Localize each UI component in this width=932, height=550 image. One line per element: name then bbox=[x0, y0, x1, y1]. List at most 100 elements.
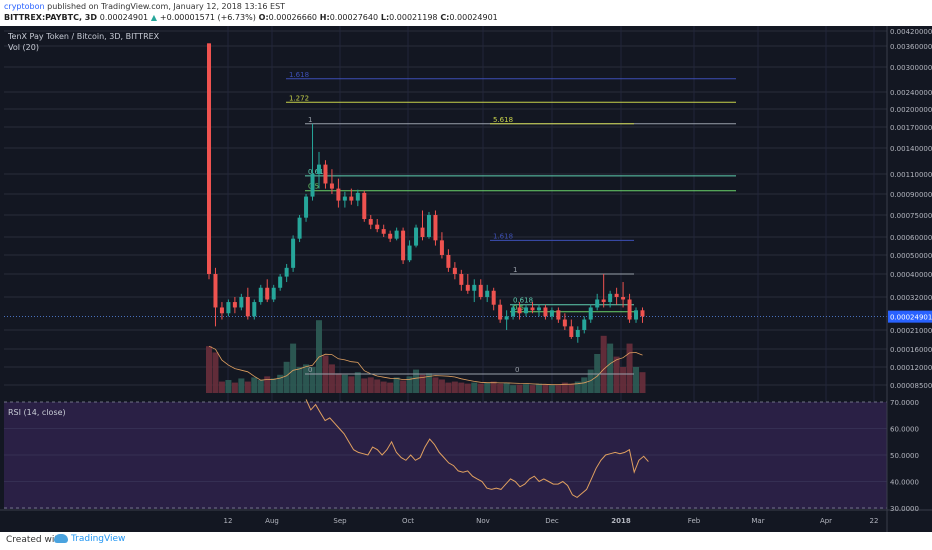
rsi-axis[interactable]: 70.0000 60.0000 50.0000 40.0000 30.0000 bbox=[890, 399, 919, 513]
chart-area[interactable]: 1.6181.27215.6180.6180.51.61810.6180.500… bbox=[0, 26, 932, 532]
price-tick-label: 0.00060000 bbox=[890, 234, 932, 242]
rsi-grid bbox=[4, 401, 887, 509]
rsi-tick-label: 60.0000 bbox=[890, 426, 919, 434]
footer: Created with TradingView bbox=[0, 532, 932, 550]
candle-body bbox=[498, 304, 503, 320]
volume-bar bbox=[568, 383, 575, 393]
volume-bar bbox=[341, 374, 348, 393]
candle-body bbox=[556, 310, 561, 320]
volume-bar bbox=[600, 335, 607, 393]
price-tick-label: 0.00008500 bbox=[890, 382, 932, 390]
candle-body bbox=[543, 307, 548, 317]
candle-body bbox=[213, 274, 218, 308]
volume-bar bbox=[574, 381, 581, 393]
candle-body bbox=[485, 290, 490, 297]
candle-body bbox=[517, 307, 522, 314]
tradingview-cloud-icon bbox=[54, 534, 68, 543]
chart-header: cryptobon published on TradingView.com, … bbox=[0, 0, 932, 26]
current-price-label: 0.00024901 bbox=[890, 314, 932, 322]
candle-body bbox=[504, 316, 509, 320]
rsi-tick-label: 70.0000 bbox=[890, 399, 919, 407]
volume-bar bbox=[367, 377, 374, 393]
volume-bar bbox=[303, 364, 310, 393]
time-tick-label: 12 bbox=[224, 517, 233, 525]
volume-bar bbox=[374, 379, 381, 393]
price-tick-label: 0.00032000 bbox=[890, 294, 932, 302]
volume-bar bbox=[555, 384, 562, 393]
candle-body bbox=[472, 284, 477, 291]
volume-bar bbox=[477, 383, 484, 393]
volume-bar bbox=[445, 382, 452, 393]
volume-bar bbox=[471, 382, 478, 393]
candle-body bbox=[258, 287, 263, 303]
candle-body bbox=[433, 215, 438, 241]
time-tick-label: 2018 bbox=[611, 517, 631, 525]
candle-body bbox=[569, 326, 574, 337]
candle-body bbox=[375, 224, 380, 230]
candle-body bbox=[316, 164, 321, 174]
candle-body bbox=[271, 287, 276, 300]
volume-bar bbox=[419, 374, 426, 393]
candle-body bbox=[381, 229, 386, 234]
fib-level-label: 0 bbox=[515, 366, 519, 374]
rsi-tick-label: 40.0000 bbox=[890, 479, 919, 487]
volume-bar bbox=[212, 352, 219, 393]
rsi-tick-label: 50.0000 bbox=[890, 452, 919, 460]
volume-bar bbox=[238, 378, 245, 393]
candle-body bbox=[446, 255, 451, 268]
volume-bar bbox=[432, 377, 439, 393]
publish-text: published on TradingView.com, January 12… bbox=[44, 2, 286, 11]
price-tick-label: 0.00090000 bbox=[890, 191, 932, 199]
author-link[interactable]: cryptobon bbox=[4, 2, 45, 11]
price-axis[interactable]: 0.00420000 0.00360000 0.00300000 0.00240000… bbox=[888, 28, 932, 390]
last-price: 0.00024901 bbox=[99, 13, 149, 22]
rsi-line bbox=[305, 399, 649, 499]
volume-bar bbox=[458, 382, 465, 393]
price-tick-label: 0.00360000 bbox=[890, 43, 932, 51]
candle-body bbox=[323, 164, 328, 184]
volume-bar bbox=[296, 367, 303, 393]
candle-body bbox=[310, 174, 315, 197]
volume-bar bbox=[225, 380, 232, 393]
volume-bar bbox=[328, 364, 335, 393]
price-tick-label: 0.00140000 bbox=[890, 145, 932, 153]
tradingview-logo[interactable]: TradingView bbox=[54, 534, 125, 544]
open-label: O: bbox=[258, 13, 269, 22]
price-chart[interactable]: 1.6181.27215.6180.6180.51.61810.6180.500… bbox=[0, 26, 932, 532]
volume-bar bbox=[257, 380, 264, 393]
price-tick-label: 0.00040000 bbox=[890, 271, 932, 279]
time-axis[interactable]: 12 Aug Sep Oct Nov Dec 2018 Feb Mar Apr 22 bbox=[224, 517, 879, 525]
low-label: L: bbox=[380, 13, 390, 22]
volume-bar bbox=[510, 385, 517, 393]
high-value: 0.00027640 bbox=[329, 13, 379, 22]
candle-body bbox=[232, 302, 237, 308]
price-tick-label: 0.00170000 bbox=[890, 124, 932, 132]
fib-level-label: 1 bbox=[308, 116, 312, 124]
volume-bar bbox=[335, 373, 342, 393]
fib-level-label: 1.618 bbox=[289, 71, 309, 79]
candles bbox=[207, 43, 645, 343]
candle-body bbox=[426, 215, 431, 237]
candle-body bbox=[239, 297, 244, 308]
volume-bar bbox=[503, 382, 510, 393]
candle-body bbox=[401, 230, 406, 261]
volume-legend: Vol (20) bbox=[8, 43, 39, 52]
candle-body bbox=[245, 297, 250, 317]
publish-info: cryptobon published on TradingView.com, … bbox=[4, 2, 285, 11]
volume-bar bbox=[497, 383, 504, 393]
fib-level-label: 0.618 bbox=[513, 297, 533, 305]
volume-bar bbox=[535, 383, 542, 393]
candle-body bbox=[439, 240, 444, 255]
time-tick-label: Sep bbox=[333, 517, 347, 525]
volume-bar bbox=[516, 384, 523, 393]
close-label: C: bbox=[440, 13, 450, 22]
candle-body bbox=[582, 319, 587, 330]
current-price-badge bbox=[888, 310, 932, 323]
candle-body bbox=[511, 307, 516, 317]
ohlc-line: BITTREX:PAYBTC, 3D 0.00024901 ▲ +0.00001… bbox=[4, 13, 498, 22]
volume-bar bbox=[438, 379, 445, 393]
price-tick-label: 0.00420000 bbox=[890, 28, 932, 36]
time-tick-label: Feb bbox=[688, 517, 701, 525]
fib-level-label: 0 bbox=[308, 366, 312, 374]
candle-body bbox=[362, 192, 367, 220]
